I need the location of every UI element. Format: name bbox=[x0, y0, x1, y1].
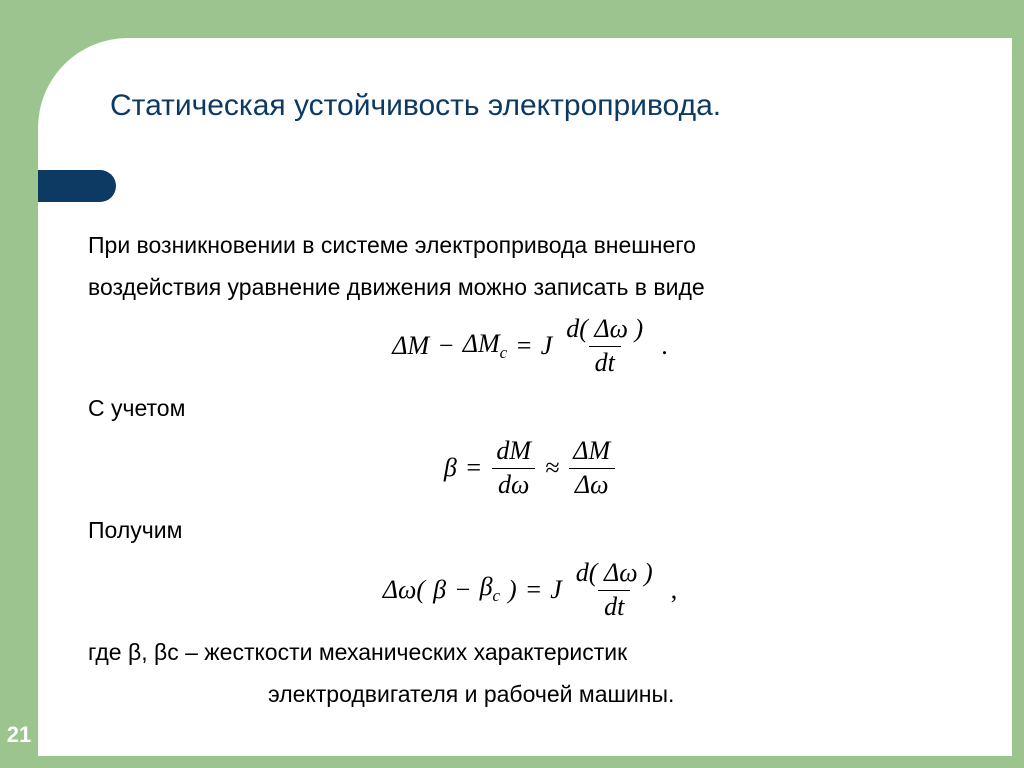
eq3-minus: − bbox=[454, 577, 472, 603]
eq1-fraction: d( Δω ) dt bbox=[560, 315, 649, 377]
slide-number: 21 bbox=[0, 722, 38, 748]
eq1-equals: = bbox=[515, 333, 533, 359]
slide-card: Статическая устойчивость электропривода.… bbox=[38, 38, 1012, 756]
intro-line-1: При возникновении в системе электроприво… bbox=[88, 228, 972, 264]
eq2-equals: = bbox=[465, 455, 483, 481]
equation-1: ΔM − ΔMc = J d( Δω ) dt . bbox=[88, 315, 972, 377]
intro-line-2: воздействия уравнение движения можно зап… bbox=[88, 270, 972, 306]
eq1-period: . bbox=[657, 333, 668, 359]
where-line-1: где β, βᴄ – жесткости механических харак… bbox=[88, 635, 972, 671]
title-block: Статическая устойчивость электропривода. bbox=[38, 88, 972, 124]
eq2-beta: β bbox=[444, 455, 457, 481]
eq1-dmc: ΔMc bbox=[463, 331, 507, 362]
eq3-fraction: d( Δω ) dt bbox=[570, 559, 659, 621]
with-account-label: С учетом bbox=[88, 391, 972, 427]
eq3-domega-open: Δω( bbox=[383, 577, 425, 603]
eq3-betac: βc bbox=[480, 574, 500, 605]
eq3-equals: = bbox=[525, 577, 543, 603]
eq3-comma: , bbox=[667, 577, 678, 603]
accent-bar bbox=[38, 170, 116, 202]
eq2-frac2: ΔM Δω bbox=[567, 437, 616, 499]
we-get-label: Получим bbox=[88, 513, 972, 549]
eq2-frac1: dM dω bbox=[490, 437, 537, 499]
eq3-beta: β bbox=[433, 577, 446, 603]
eq2-approx: ≈ bbox=[545, 455, 559, 481]
content-area: При возникновении в системе электроприво… bbox=[88, 228, 972, 718]
eq1-minus: − bbox=[437, 333, 455, 359]
eq1-j: J bbox=[541, 333, 553, 359]
eq1-dm: ΔM bbox=[392, 333, 429, 359]
eq3-close: ) bbox=[508, 577, 517, 603]
eq3-j: J bbox=[550, 577, 562, 603]
slide-title: Статическая устойчивость электропривода. bbox=[38, 88, 972, 124]
equation-2: β = dM dω ≈ ΔM Δω bbox=[88, 437, 972, 499]
equation-3: Δω( β − βc ) = J d( Δω ) dt , bbox=[88, 559, 972, 621]
where-line-2: электродвигателя и рабочей машины. bbox=[88, 677, 972, 713]
